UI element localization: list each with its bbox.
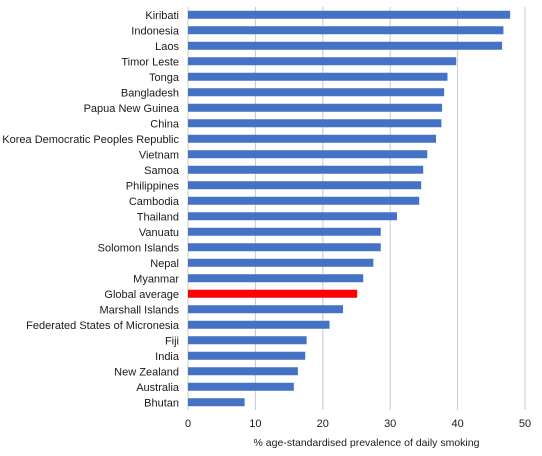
bar (188, 305, 344, 314)
category-label: Korea Democratic Peoples Republic (2, 134, 179, 146)
bar (188, 103, 443, 112)
category-label: Federated States of Micronesia (26, 320, 180, 332)
category-label: Fiji (165, 335, 179, 347)
x-tick-label: 20 (317, 418, 329, 430)
bar (188, 227, 381, 236)
bar (188, 258, 374, 267)
category-label: Vanuatu (139, 227, 179, 239)
bar (188, 196, 420, 205)
x-tick-label: 10 (249, 418, 261, 430)
category-label: Vietnam (139, 149, 179, 161)
x-tick-labels: 0 10 20 30 40 50 (185, 418, 531, 430)
bar (188, 367, 298, 376)
bar (188, 165, 424, 174)
bar (188, 382, 294, 391)
bar (188, 336, 307, 345)
x-tick-label: 50 (519, 418, 531, 430)
bar (188, 10, 511, 19)
bar (188, 274, 364, 283)
x-tick-label: 0 (185, 418, 191, 430)
category-label: Papua New Guinea (84, 103, 180, 115)
bar (188, 57, 457, 66)
category-label: Samoa (144, 165, 180, 177)
category-label: Solomon Islands (98, 242, 180, 254)
bar (188, 212, 397, 221)
x-axis-title: % age-standardised prevalence of daily s… (254, 437, 480, 449)
category-label: India (155, 351, 180, 363)
bar (188, 88, 445, 97)
bar (188, 320, 330, 329)
x-tick-label: 40 (451, 418, 463, 430)
bar (188, 243, 381, 252)
bar (188, 351, 306, 360)
category-label: China (150, 118, 180, 130)
category-label: Laos (155, 41, 179, 53)
category-label: Kiribati (145, 10, 179, 22)
category-label: Timor Leste (121, 56, 179, 68)
category-label: Thailand (137, 211, 179, 223)
category-label: Tonga (149, 72, 180, 84)
category-label: Marshall Islands (100, 304, 180, 316)
category-labels: Kiribati Indonesia Laos Timor Leste Tonga Ban… (2, 10, 180, 410)
category-label: Nepal (150, 258, 179, 270)
bars (188, 10, 511, 407)
category-label: Bhutan (144, 397, 179, 409)
category-label: Global average (104, 289, 179, 301)
bar (188, 72, 448, 81)
bar (188, 134, 437, 143)
category-label: Australia (136, 382, 180, 394)
category-label: New Zealand (114, 366, 179, 378)
bar (188, 26, 504, 35)
bar (188, 41, 503, 50)
bar-highlight (188, 289, 358, 298)
bar (188, 181, 422, 190)
gridlines (187, 7, 526, 410)
bar (188, 119, 442, 128)
bar (188, 150, 428, 159)
category-label: Cambodia (129, 196, 180, 208)
category-label: Bangladesh (121, 87, 179, 99)
category-label: Indonesia (131, 25, 180, 37)
x-tick-label: 30 (384, 418, 396, 430)
category-label: Philippines (126, 180, 180, 192)
category-label: Myanmar (133, 273, 179, 285)
bar (188, 398, 245, 407)
